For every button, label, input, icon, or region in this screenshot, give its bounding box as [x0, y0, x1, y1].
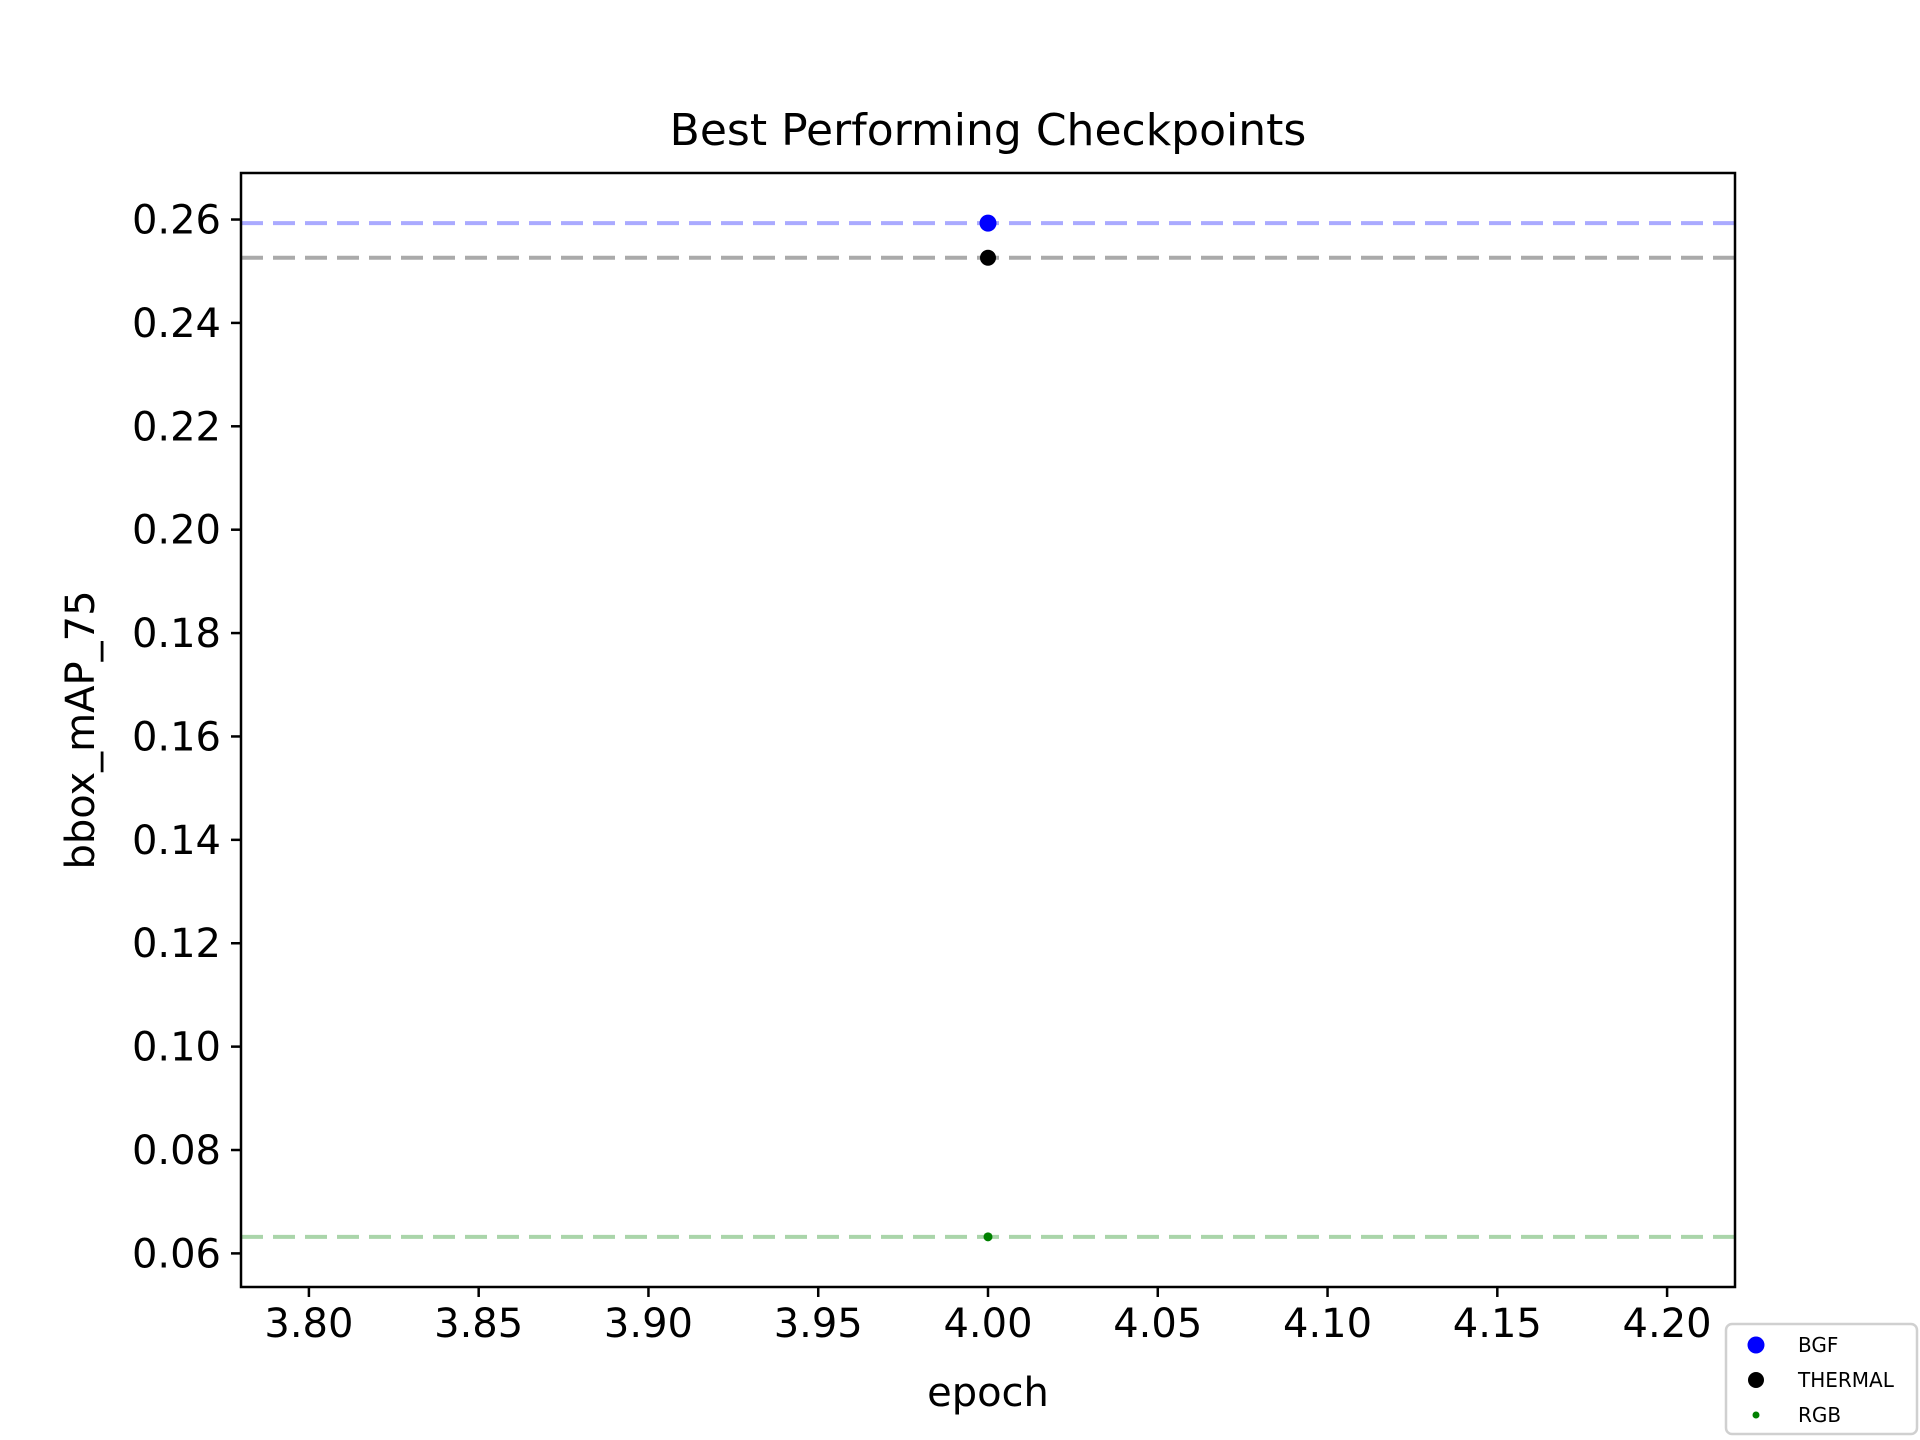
x-tick-label: 4.10 — [1283, 1301, 1372, 1347]
x-tick-label: 3.90 — [604, 1301, 693, 1347]
y-tick-label: 0.20 — [132, 508, 221, 554]
x-axis-label: epoch — [927, 1370, 1049, 1416]
data-point-bgf — [979, 214, 997, 232]
y-axis-label: bbox_mAP_75 — [58, 590, 104, 869]
x-tick-label: 4.15 — [1453, 1301, 1542, 1347]
y-tick-label: 0.18 — [132, 611, 221, 657]
legend-marker-thermal — [1748, 1372, 1764, 1388]
x-tick-label: 4.20 — [1623, 1301, 1712, 1347]
y-tick-label: 0.10 — [132, 1025, 221, 1071]
x-tick-label: 3.85 — [434, 1301, 523, 1347]
y-axis-ticks: 0.06 0.08 0.10 0.12 0.14 0.16 0.18 0.20 0.22 0.24… — [132, 198, 241, 1277]
legend-marker-bgf — [1747, 1336, 1765, 1354]
y-tick-label: 0.06 — [132, 1231, 221, 1277]
y-tick-label: 0.24 — [132, 301, 221, 347]
chart-title: Best Performing Checkpoints — [670, 105, 1307, 156]
legend-frame — [1724, 1322, 1919, 1436]
legend: BGF THERMAL RGB — [1724, 1322, 1919, 1436]
data-point-thermal — [980, 249, 996, 266]
y-tick-label: 0.16 — [132, 714, 221, 760]
legend-marker-rgb — [1752, 1411, 1760, 1419]
x-tick-label: 4.00 — [943, 1301, 1032, 1347]
legend-label-thermal: THERMAL — [1797, 1368, 1895, 1392]
x-tick-label: 3.80 — [264, 1301, 353, 1347]
y-tick-label: 0.08 — [132, 1128, 221, 1174]
x-axis-ticks: 3.80 3.85 3.90 3.95 4.00 4.05 4.10 4.15 4.20 — [264, 1287, 1712, 1347]
legend-label-rgb: RGB — [1798, 1403, 1841, 1427]
data-point-rgb — [983, 1232, 993, 1242]
y-tick-label: 0.26 — [132, 198, 221, 244]
x-tick-label: 3.95 — [774, 1301, 863, 1347]
y-tick-label: 0.22 — [132, 404, 221, 450]
y-tick-label: 0.12 — [132, 921, 221, 967]
legend-label-bgf: BGF — [1798, 1333, 1838, 1357]
x-tick-label: 4.05 — [1113, 1301, 1202, 1347]
data-points — [979, 214, 997, 1242]
y-tick-label: 0.14 — [132, 818, 221, 864]
